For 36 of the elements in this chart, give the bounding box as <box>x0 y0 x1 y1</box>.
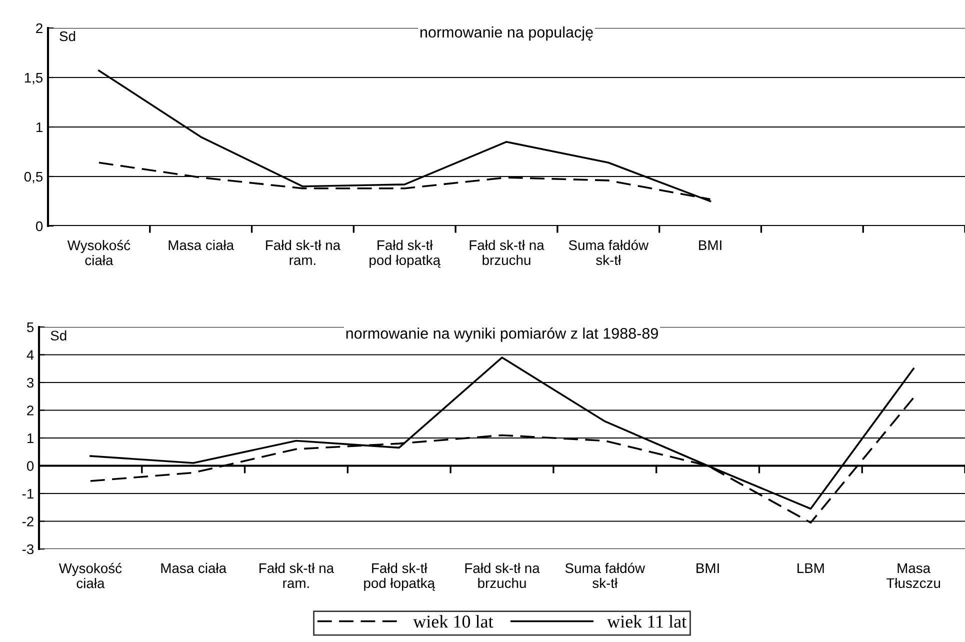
legend-label: wiek 11 lat <box>607 615 687 628</box>
y-tick-label: 4 <box>26 350 34 360</box>
y-tick-label: 0 <box>26 461 34 471</box>
x-tick-label: Wysokość ciała <box>67 240 130 266</box>
x-tick-label: Masa ciała <box>168 240 234 250</box>
y-tick-label: 0,5 <box>24 172 43 184</box>
chart-title: normowanie na populację <box>420 26 593 41</box>
y-axis-title: Sd <box>50 330 66 341</box>
x-tick-label: Fałd sk-tł pod łopatką <box>364 562 436 591</box>
y-tick-label: 5 <box>26 322 34 332</box>
y-tick-label: 2 <box>36 23 42 34</box>
y-tick-label: 0 <box>36 221 43 232</box>
x-tick-label: Suma fałdów sk-tł <box>568 240 649 266</box>
y-tick-label: 1,5 <box>24 72 43 84</box>
y-tick-label: 1 <box>27 433 34 444</box>
y-axis-title: Sd <box>60 30 76 42</box>
y-tick-label: -3 <box>22 544 34 554</box>
y-tick-label: -1 <box>22 488 34 499</box>
y-tick-label: 2 <box>27 406 34 416</box>
x-tick-label: BMI <box>699 240 722 250</box>
x-tick-label: Fałd sk-tł na ram. <box>260 562 334 588</box>
x-tick-label: Masa Tłuszczu <box>886 563 940 588</box>
x-tick-label: LBM <box>798 563 824 573</box>
y-tick-label: 3 <box>26 378 34 388</box>
x-tick-label: Fałd sk-tł pod łopatką <box>370 240 441 268</box>
legend-label: wiek 10 lat <box>413 615 494 628</box>
x-tick-label: Masa ciała <box>161 562 227 574</box>
y-tick-label: -2 <box>22 516 34 526</box>
x-tick-label: Fałd sk-tł na ram. <box>266 240 341 266</box>
x-tick-label: BMI <box>696 563 719 573</box>
x-tick-label: Fałd sk-tł na brzuchu <box>465 562 540 588</box>
x-tick-label: Fałd sk-tł na brzuchu <box>470 240 544 266</box>
x-tick-label: Suma fałdów sk-tł <box>565 562 646 588</box>
x-tick-label: Wysokość ciała <box>58 562 122 588</box>
y-tick-label: 1 <box>36 122 42 132</box>
chart-title: normowanie na wyniki pomiarów z lat 1988-89 <box>346 327 658 342</box>
